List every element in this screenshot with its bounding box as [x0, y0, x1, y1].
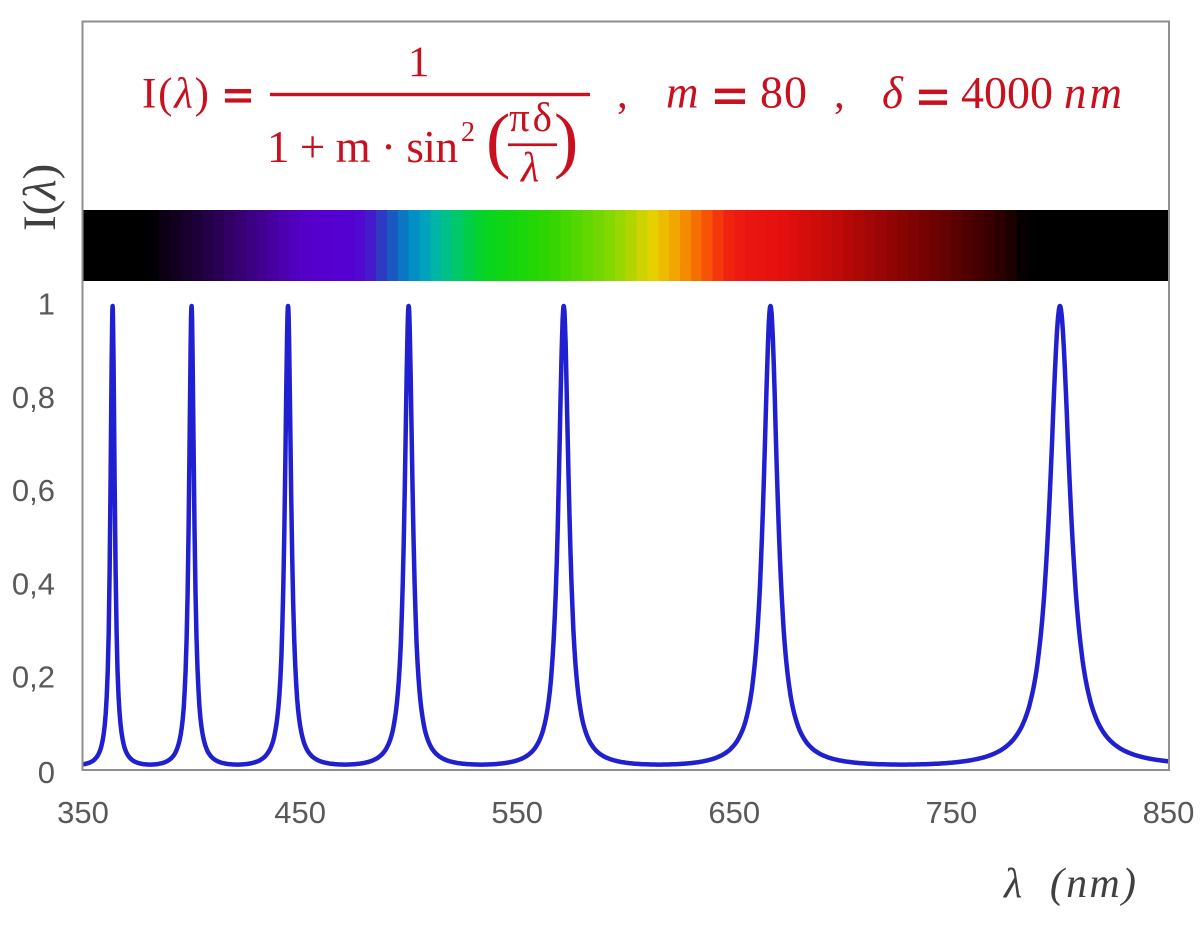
- svg-text:,: ,: [617, 71, 628, 118]
- svg-text:m: m: [666, 68, 699, 118]
- svg-text:1: 1: [408, 39, 430, 86]
- svg-text:2: 2: [461, 117, 475, 148]
- svg-text:80: 80: [760, 67, 807, 118]
- svg-text:350: 350: [57, 795, 109, 830]
- svg-text:1: 1: [38, 287, 55, 322]
- svg-text:1 + m · sin: 1 + m · sin: [267, 122, 458, 172]
- svg-text:0,2: 0,2: [12, 660, 55, 695]
- svg-text:λ: λ: [519, 145, 539, 191]
- svg-text:0: 0: [38, 755, 55, 790]
- svg-text:450: 450: [274, 795, 326, 830]
- svg-text:I(λ): I(λ): [14, 164, 66, 231]
- svg-text:0,4: 0,4: [12, 566, 55, 601]
- svg-text:750: 750: [926, 795, 978, 830]
- svg-text:4000: 4000: [961, 67, 1053, 118]
- svg-text:550: 550: [491, 795, 543, 830]
- svg-text:nm: nm: [1064, 68, 1122, 118]
- svg-text:λ (nm): λ (nm): [1002, 861, 1136, 907]
- svg-text:δ: δ: [882, 68, 904, 118]
- svg-text:0,6: 0,6: [12, 473, 55, 508]
- svg-text:0,8: 0,8: [12, 380, 55, 415]
- svg-text:650: 650: [708, 795, 760, 830]
- svg-text:,: ,: [834, 71, 845, 118]
- svg-text:850: 850: [1143, 795, 1195, 830]
- svg-text:): ): [554, 99, 578, 180]
- svg-text:I(λ): I(λ): [142, 71, 209, 118]
- svg-text:(: (: [486, 99, 510, 180]
